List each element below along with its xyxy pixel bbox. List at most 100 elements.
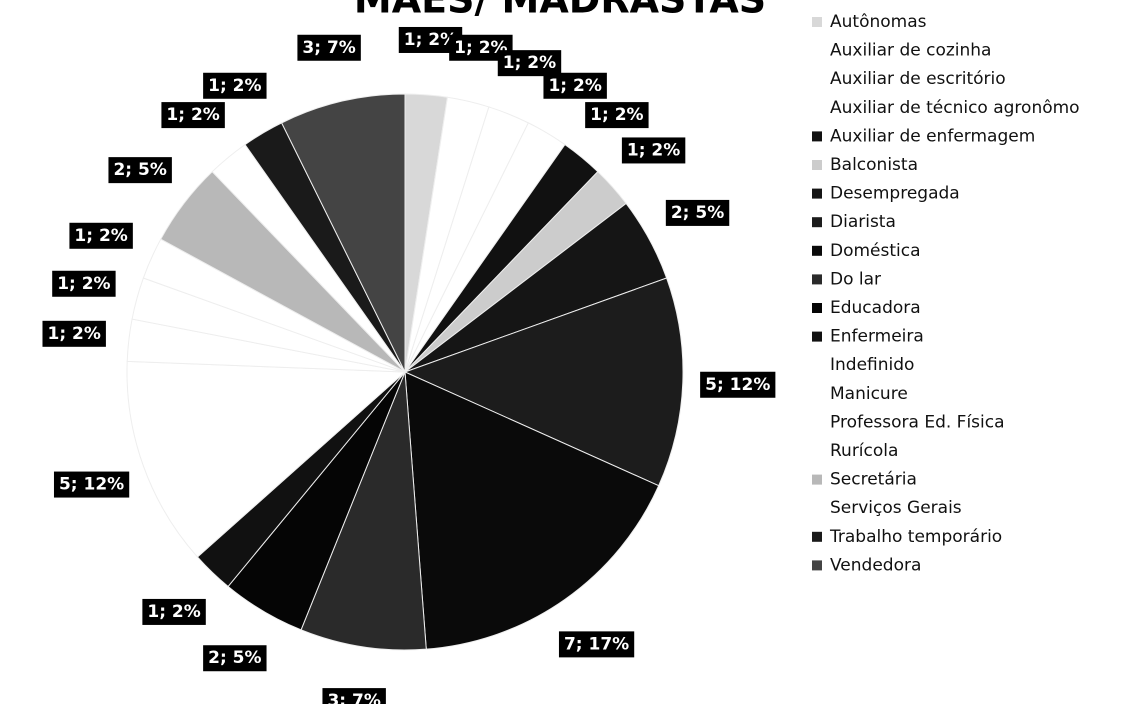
data-label-box [700,371,776,398]
legend-marker [812,331,822,342]
pie-slice [280,93,406,373]
legend-marker [812,160,822,170]
legend-marker [812,102,822,113]
data-label-box [297,34,361,61]
pie-slice [126,360,407,558]
legend-marker [812,217,822,228]
data-label: 3; 7% [327,691,380,704]
data-label: 1; 2% [166,105,219,125]
data-label-group: 3; 7% [322,688,386,704]
data-label: 1; 2% [454,38,507,58]
pie-slice [404,371,660,650]
legend-label: Auxiliar de técnico agronômo [830,98,1080,118]
legend-marker [812,531,822,542]
data-label-box [497,50,562,77]
data-label: 2; 5% [113,160,166,180]
data-label: 1; 2% [627,140,680,160]
data-label: 1; 2% [74,226,127,246]
legend-label: Auxiliar de enfermagem [830,126,1035,146]
data-label-group: 1; 2% [203,72,267,99]
data-label-box [558,631,635,658]
legend-label: Educadora [830,298,921,318]
legend-marker [812,474,822,485]
legend-marker [812,45,822,56]
legend-label: Indefinido [830,355,914,375]
legend-label: Do lar [830,269,881,289]
data-label-box [621,137,686,164]
legend-marker [812,245,822,256]
data-label-box [69,222,133,249]
legend-label: Manicure [830,384,908,404]
data-label-group: 5; 12% [53,471,130,498]
data-label: 1; 2% [47,324,100,344]
data-label: 3; 7% [302,38,355,58]
pie-slice [300,371,427,651]
legend-marker [812,417,822,428]
data-label: 2; 5% [208,648,261,668]
data-label-box [142,598,206,625]
legend-marker [812,446,822,456]
data-label-box [585,102,649,129]
data-label-box [203,645,267,672]
data-label-box [42,320,106,347]
data-label: 1; 2% [208,76,261,96]
data-label-group: 3; 7% [297,34,361,61]
chart-title: MÃES/ MADRASTAS [354,0,766,22]
legend-label: Secretária [830,470,917,490]
data-label: 1; 2% [548,76,601,96]
data-label-group: 1; 2% [497,50,562,77]
legend-marker [812,274,822,285]
legend-label: Auxiliar de escritório [830,69,1006,89]
legend-label: Autônomas [830,12,927,32]
data-label: 1; 2% [503,53,556,73]
data-label-box [53,471,130,498]
legend-marker [812,560,822,571]
legend-marker [812,74,822,85]
legend-label: Professora Ed. Física [830,412,1005,432]
data-label-group: 1; 2% [585,102,649,129]
data-label: 7; 17% [564,634,629,654]
legend-label: Diarista [830,212,896,232]
legend-marker [812,388,822,399]
data-label: 5; 12% [705,375,770,395]
data-label-group: 2; 5% [203,645,267,672]
legend-marker [812,131,822,142]
legend-label: Doméstica [830,241,921,261]
data-label-group: 1; 2% [161,102,225,129]
data-label-box [52,270,116,297]
legend-marker [812,17,822,27]
data-label: 1; 2% [147,602,200,622]
data-label: 2; 5% [671,203,724,223]
pie-slice [403,277,684,487]
data-label-group: 7; 17% [558,631,635,658]
data-label-group: 1; 2% [621,137,686,164]
legend-label: Rurícola [830,441,898,461]
data-label-group: 2; 5% [108,157,172,184]
legend-label: Trabalho temporário [829,527,1002,547]
data-label-group: 1; 2% [543,72,607,99]
legend-label: Enfermeira [830,327,924,347]
data-label-group: 5; 12% [700,371,776,398]
data-label-box [322,688,386,704]
data-label-group: 1; 2% [42,320,106,347]
legend-label: Desempregada [830,184,960,204]
legend-label: Vendedora [830,555,921,575]
data-label-group: 1; 2% [69,222,133,249]
data-label: 1; 2% [590,105,643,125]
legend-marker [812,188,822,199]
legend-label: Auxiliar de cozinha [830,41,991,61]
legend-marker [812,503,822,514]
legend-marker [812,303,822,313]
data-label-box [203,72,267,99]
data-label: 5; 12% [59,475,124,495]
data-label-group: 1; 2% [52,270,116,297]
data-label: 1; 2% [404,30,457,50]
data-label-box [161,102,225,129]
legend-marker [812,360,822,371]
data-label-box [665,199,730,226]
data-label-box [108,157,172,184]
data-label-box [543,72,607,99]
data-label-group: 1; 2% [142,598,206,625]
data-label-group: 2; 5% [665,199,730,226]
